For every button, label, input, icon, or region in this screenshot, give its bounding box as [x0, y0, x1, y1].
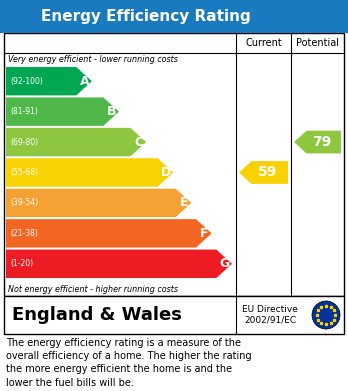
Circle shape — [312, 301, 340, 329]
Text: D: D — [161, 166, 171, 179]
Text: Current: Current — [245, 38, 282, 48]
Text: England & Wales: England & Wales — [12, 306, 182, 324]
Text: Very energy efficient - lower running costs: Very energy efficient - lower running co… — [8, 55, 178, 64]
Text: (55-68): (55-68) — [10, 168, 38, 177]
Text: EU Directive
2002/91/EC: EU Directive 2002/91/EC — [242, 305, 298, 325]
Polygon shape — [6, 219, 212, 248]
Text: (92-100): (92-100) — [10, 77, 43, 86]
Polygon shape — [294, 131, 341, 153]
Polygon shape — [6, 97, 119, 126]
Polygon shape — [239, 161, 288, 184]
Bar — [0, 0, 348, 33]
Text: G: G — [220, 257, 230, 270]
Polygon shape — [6, 67, 92, 95]
Text: (81-91): (81-91) — [10, 107, 38, 116]
Polygon shape — [6, 128, 146, 156]
Text: (1-20): (1-20) — [10, 259, 33, 268]
Text: 59: 59 — [258, 165, 277, 179]
Polygon shape — [6, 158, 173, 187]
Bar — [4, 296, 344, 334]
Text: (69-80): (69-80) — [10, 138, 38, 147]
Text: A: A — [80, 75, 90, 88]
Bar — [4, 33, 344, 296]
Text: Potential: Potential — [296, 38, 339, 48]
Text: F: F — [200, 227, 209, 240]
Polygon shape — [6, 189, 191, 217]
Text: (21-38): (21-38) — [10, 229, 38, 238]
Text: C: C — [135, 136, 144, 149]
Text: Energy Efficiency Rating: Energy Efficiency Rating — [41, 9, 251, 24]
Text: The energy efficiency rating is a measure of the
overall efficiency of a home. T: The energy efficiency rating is a measur… — [6, 338, 252, 387]
Text: (39-54): (39-54) — [10, 198, 38, 208]
Text: 79: 79 — [311, 135, 331, 149]
Text: Not energy efficient - higher running costs: Not energy efficient - higher running co… — [8, 285, 178, 294]
Text: B: B — [107, 105, 117, 118]
Polygon shape — [6, 249, 232, 278]
Text: E: E — [180, 196, 189, 210]
